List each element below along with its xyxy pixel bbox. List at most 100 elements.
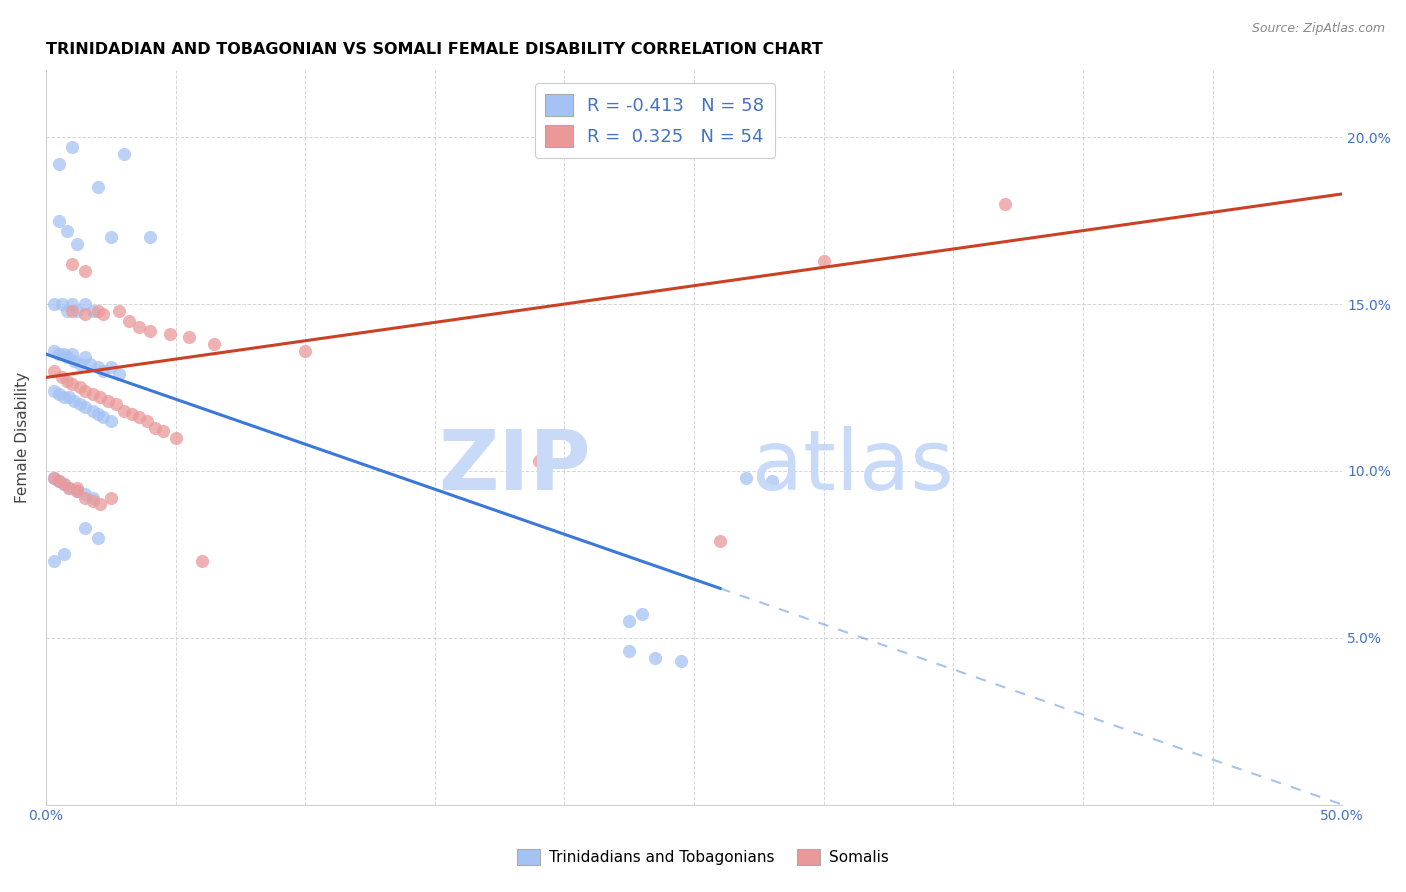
Point <box>63 353 86 368</box>
Text: ZIP: ZIP <box>437 426 591 508</box>
Point <box>48 347 70 361</box>
Point <box>51 297 73 311</box>
Point <box>73 487 96 501</box>
Point <box>107 303 129 318</box>
Point <box>79 357 101 371</box>
Point <box>73 297 96 311</box>
Point <box>644 650 666 665</box>
Point <box>152 424 174 438</box>
Point <box>107 367 129 381</box>
Point <box>89 391 111 405</box>
Point <box>53 477 76 491</box>
Point <box>55 224 77 238</box>
Point <box>55 303 77 318</box>
Point <box>60 140 83 154</box>
Point <box>66 483 89 498</box>
Point <box>53 391 76 405</box>
Point <box>58 481 80 495</box>
Point <box>66 481 89 495</box>
Point <box>87 360 110 375</box>
Point <box>73 384 96 398</box>
Point <box>69 380 91 394</box>
Point <box>53 477 76 491</box>
Point <box>48 157 70 171</box>
Point <box>669 654 692 668</box>
Point <box>42 554 65 568</box>
Point <box>42 470 65 484</box>
Point <box>91 364 114 378</box>
Point <box>159 327 181 342</box>
Point <box>48 474 70 488</box>
Legend: Trinidadians and Tobagonians, Somalis: Trinidadians and Tobagonians, Somalis <box>510 843 896 871</box>
Point <box>53 347 76 361</box>
Text: Source: ZipAtlas.com: Source: ZipAtlas.com <box>1251 22 1385 36</box>
Point <box>60 303 83 318</box>
Point <box>143 420 166 434</box>
Point <box>69 397 91 411</box>
Point <box>97 393 120 408</box>
Point <box>66 303 89 318</box>
Point <box>527 454 550 468</box>
Point <box>204 337 226 351</box>
Point <box>82 491 104 505</box>
Y-axis label: Female Disability: Female Disability <box>15 372 30 503</box>
Point <box>87 407 110 421</box>
Point <box>82 494 104 508</box>
Text: atlas: atlas <box>752 426 953 508</box>
Point <box>100 491 122 505</box>
Point <box>42 297 65 311</box>
Point <box>128 410 150 425</box>
Point <box>761 474 783 488</box>
Point <box>177 330 200 344</box>
Point <box>112 146 135 161</box>
Point <box>42 343 65 358</box>
Point <box>82 404 104 418</box>
Point <box>87 180 110 194</box>
Point <box>994 197 1017 211</box>
Point <box>53 547 76 561</box>
Point <box>813 253 835 268</box>
Point <box>91 410 114 425</box>
Point <box>66 483 89 498</box>
Point <box>58 391 80 405</box>
Point <box>165 430 187 444</box>
Point <box>73 491 96 505</box>
Point <box>619 614 641 628</box>
Point <box>87 303 110 318</box>
Point <box>100 360 122 375</box>
Point <box>138 230 160 244</box>
Point <box>73 307 96 321</box>
Point <box>190 554 212 568</box>
Point <box>63 393 86 408</box>
Point <box>136 414 159 428</box>
Point <box>73 263 96 277</box>
Point <box>735 470 758 484</box>
Point <box>48 474 70 488</box>
Point <box>42 470 65 484</box>
Point <box>60 257 83 271</box>
Legend: R = -0.413   N = 58, R =  0.325   N = 54: R = -0.413 N = 58, R = 0.325 N = 54 <box>534 83 775 158</box>
Point <box>100 230 122 244</box>
Point <box>60 347 83 361</box>
Point <box>121 407 143 421</box>
Point <box>42 364 65 378</box>
Point <box>55 351 77 365</box>
Point <box>51 370 73 384</box>
Point <box>73 351 96 365</box>
Point <box>89 497 111 511</box>
Point <box>73 401 96 415</box>
Point <box>87 531 110 545</box>
Point <box>294 343 316 358</box>
Point <box>66 237 89 252</box>
Point <box>138 324 160 338</box>
Point <box>42 384 65 398</box>
Point <box>58 481 80 495</box>
Text: TRINIDADIAN AND TOBAGONIAN VS SOMALI FEMALE DISABILITY CORRELATION CHART: TRINIDADIAN AND TOBAGONIAN VS SOMALI FEM… <box>46 42 823 57</box>
Point <box>48 213 70 227</box>
Point <box>82 387 104 401</box>
Point <box>82 303 104 318</box>
Point <box>73 521 96 535</box>
Point <box>619 644 641 658</box>
Point <box>112 404 135 418</box>
Point <box>118 314 141 328</box>
